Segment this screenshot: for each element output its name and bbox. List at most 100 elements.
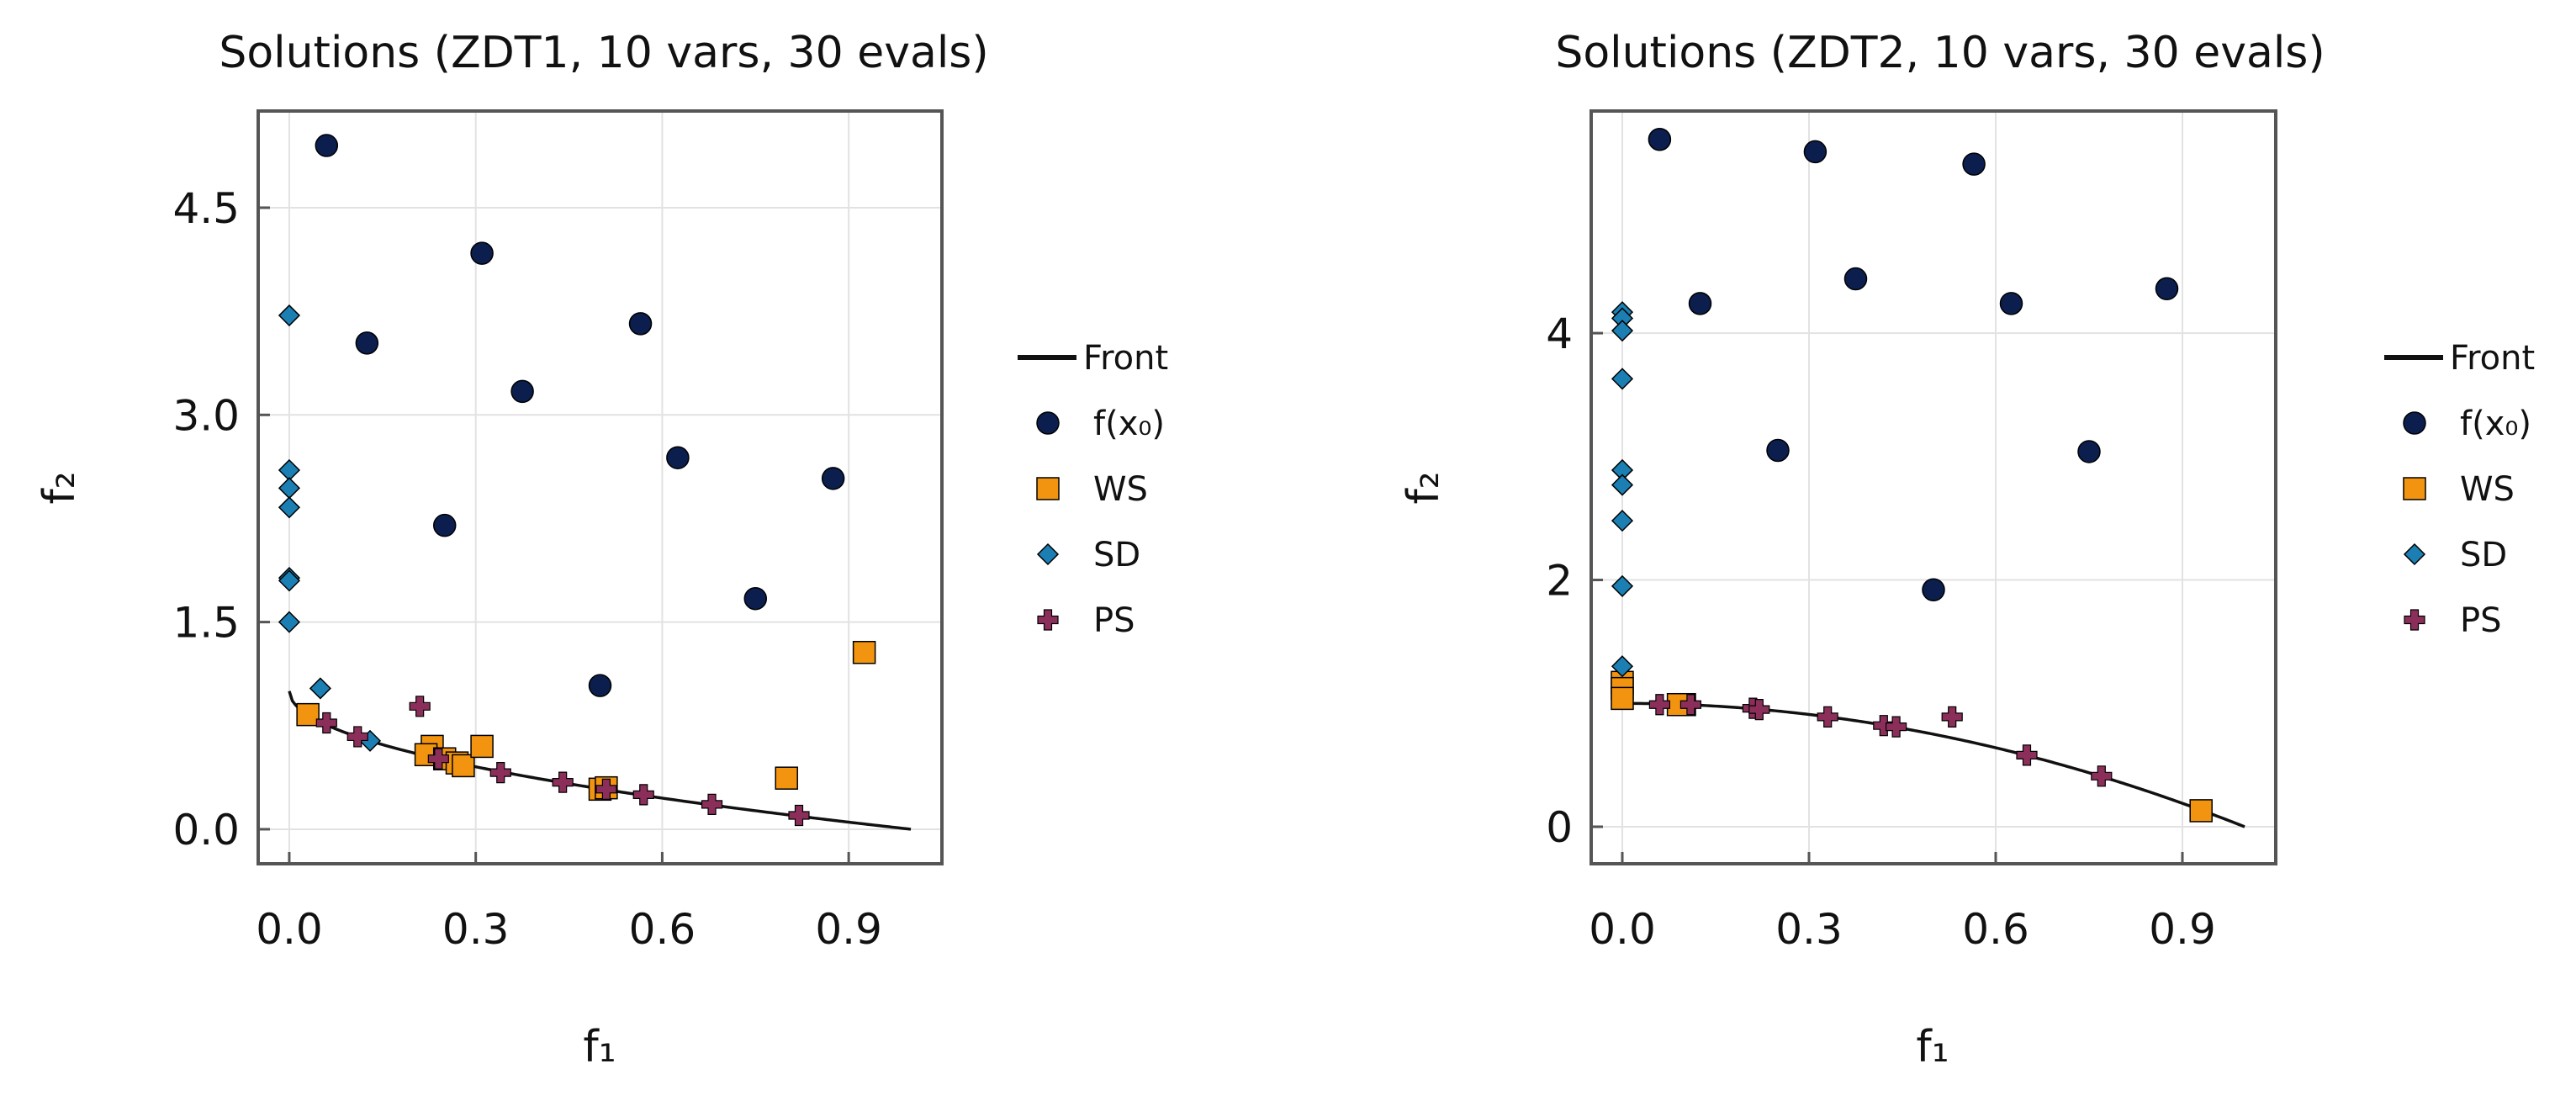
- zdt1-ps-point: [346, 726, 368, 748]
- zdt2-ps-point: [1748, 698, 1770, 721]
- zdt2-legend-ws-label: WS: [2460, 470, 2515, 509]
- zdt1-ws-point: [470, 734, 494, 759]
- zdt1-ps-point: [788, 804, 810, 827]
- zdt2-frame: [1590, 109, 2277, 865]
- zdt1-ylabel: f₂: [34, 471, 85, 504]
- zdt2-marks: [1611, 127, 2213, 823]
- zdt1-legend-ps-swatch: [1037, 609, 1059, 631]
- zdt2-ticks: 0.0 0.3 0.6 0.9 0 2 4: [1546, 310, 2216, 954]
- zdt2-ps-point: [1886, 716, 1907, 738]
- zdt1-legend-sd-swatch: [1036, 542, 1060, 566]
- zdt1-ytick-label: 3.0: [172, 391, 240, 440]
- zdt2-ytick-label: 0: [1546, 803, 1573, 852]
- zdt1-ps-point: [315, 712, 337, 734]
- zdt2-legend-ps-swatch: [2404, 609, 2425, 631]
- zdt2-fx0-point: [1922, 578, 1945, 602]
- zdt1-xtick-label: 0.9: [815, 905, 882, 954]
- zdt1-fx0-point: [315, 134, 339, 157]
- zdt2-sd-point: [1611, 320, 1634, 342]
- zdt2-xtick-label: 0.0: [1589, 905, 1656, 954]
- zdt1-xlabel: f₁: [583, 1022, 616, 1072]
- zdt1-ps-point: [701, 793, 723, 815]
- zdt2-sd-point: [1611, 474, 1634, 496]
- zdt2-sd-point: [1611, 510, 1634, 532]
- zdt1-ps-point: [552, 771, 574, 793]
- zdt2-ylabel: f₂: [1399, 471, 1449, 504]
- zdt1-fx0-point: [470, 241, 494, 265]
- zdt2-fx0-point: [1803, 140, 1828, 164]
- zdt2-sd-point: [1611, 368, 1634, 390]
- zdt1-marks: [278, 134, 876, 827]
- zdt1-ps-point: [409, 696, 431, 717]
- zdt1-ws-point: [852, 640, 876, 664]
- zdt2-fx0-point: [2155, 277, 2179, 301]
- zdt2-fx0-point: [1843, 267, 1868, 291]
- zdt1-ps-point: [489, 762, 511, 784]
- zdt2-ytick-label: 2: [1546, 557, 1573, 606]
- zdt2-legend-fx0-swatch: [2403, 411, 2426, 435]
- zdt1-fx0-point: [432, 513, 457, 537]
- zdt1-ytick-label: 4.5: [172, 184, 240, 233]
- zdt1-fx0-point: [821, 467, 845, 490]
- zdt1-ps-point: [632, 784, 654, 806]
- zdt1-fx0-point: [355, 331, 379, 355]
- zdt1-legend-ws-label: WS: [1093, 470, 1148, 509]
- zdt1-title: Solutions (ZDT1, 10 vars, 30 evals): [219, 28, 988, 78]
- zdt2-legend-ps-label: PS: [2460, 601, 2502, 640]
- zdt1-legend-fx0-swatch: [1036, 411, 1060, 435]
- zdt2-ps-point: [1817, 706, 1838, 728]
- zdt2-ps-point: [1648, 694, 1670, 716]
- zdt1-fx0-point: [743, 586, 768, 611]
- zdt2-xtick-label: 0.6: [1962, 905, 2029, 954]
- zdt2-fx0-point: [1766, 438, 1790, 463]
- zdt2-xlabel: f₁: [1916, 1022, 1949, 1072]
- zdt1-sd-point: [278, 496, 301, 519]
- zdt1-legend-ps-label: PS: [1093, 601, 1135, 640]
- zdt2-grid: [1591, 111, 2276, 864]
- zdt1-panel: Solutions (ZDT1, 10 vars, 30 evals) 0.0 0…: [34, 28, 1168, 1072]
- zdt1-sd-point: [309, 677, 331, 700]
- zdt2-fx0-point: [2077, 440, 2101, 463]
- zdt2-legend-front-label: Front: [2450, 339, 2535, 378]
- zdt2-ws-point: [1611, 686, 1634, 711]
- zdt2-panel: Solutions (ZDT2, 10 vars, 30 evals) 0.0 0…: [1399, 28, 2535, 1072]
- zdt2-ps-point: [2016, 744, 2038, 766]
- zdt2-legend-sd-swatch: [2403, 542, 2426, 566]
- zdt1-ticks: 0.0 0.3 0.6 0.9 0.0 1.5 3.0 4.5: [172, 184, 881, 954]
- zdt1-ps-point: [427, 748, 449, 770]
- zdt2-legend-ws-swatch: [2403, 477, 2426, 500]
- zdt1-ws-point: [452, 754, 475, 778]
- zdt2-fx0-point: [1688, 292, 1712, 315]
- zdt2-xtick-label: 0.3: [1775, 905, 1843, 954]
- zdt2-title: Solutions (ZDT2, 10 vars, 30 evals): [1555, 28, 2325, 78]
- zdt1-xtick-label: 0.0: [256, 905, 323, 954]
- zdt2-ps-point: [1679, 694, 1701, 716]
- zdt2-sd-point: [1611, 655, 1634, 678]
- zdt1-ytick-label: 0.0: [172, 806, 240, 855]
- zdt1-sd-point: [278, 304, 301, 327]
- zdt1-sd-point: [278, 611, 301, 633]
- zdt1-fx0-point: [588, 674, 612, 697]
- zdt2-front: [1621, 701, 2245, 828]
- zdt1-legend-fx0-label: f(x₀): [1093, 405, 1165, 443]
- zdt1-fx0-point: [628, 312, 653, 336]
- zdt1-ps-point: [595, 778, 617, 800]
- zdt2-legend-fx0-label: f(x₀): [2460, 405, 2531, 443]
- zdt1-fx0-point: [510, 379, 534, 404]
- zdt2-legend-sd-label: SD: [2460, 536, 2507, 574]
- zdt1-xtick-label: 0.3: [442, 905, 510, 954]
- zdt2-plot-area: [1591, 111, 2276, 864]
- zdt1-ytick-label: 1.5: [172, 599, 240, 648]
- zdt1-legend-ws-swatch: [1036, 477, 1060, 500]
- zdt1-legend-sd-label: SD: [1093, 536, 1140, 574]
- zdt1-ws-point: [296, 702, 320, 727]
- zdt1-xtick-label: 0.6: [629, 905, 696, 954]
- zdt2-front-line: [1621, 701, 2245, 828]
- zdt2-fx0-point: [1962, 152, 1986, 176]
- zdt2-ps-point: [1873, 715, 1895, 737]
- zdt1-legend: Front f(x₀) WS SD PS: [1018, 339, 1168, 640]
- zdt1-ws-point: [775, 766, 798, 790]
- zdt2-ps-point: [1941, 706, 1963, 728]
- zdt2-fx0-point: [1648, 127, 1672, 151]
